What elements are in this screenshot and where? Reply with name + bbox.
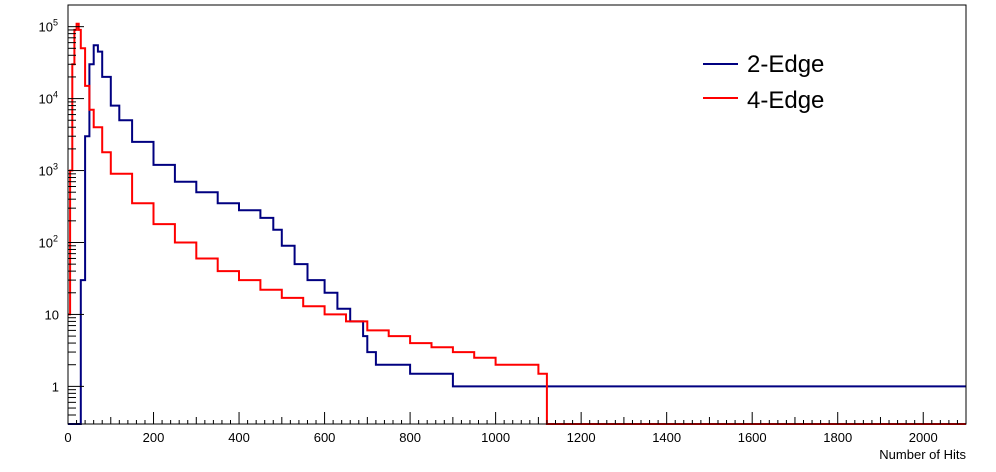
x-axis-title: Number of Hits bbox=[879, 447, 966, 462]
y-tick-label: 102 bbox=[39, 233, 58, 250]
x-tick-label: 0 bbox=[64, 430, 71, 445]
x-tick-label: 400 bbox=[228, 430, 250, 445]
y-tick-label: 1 bbox=[52, 379, 59, 394]
x-tick-label: 800 bbox=[399, 430, 421, 445]
y-tick-label: 105 bbox=[39, 18, 58, 35]
x-tick-label: 1800 bbox=[823, 430, 852, 445]
y-tick-exponent: 5 bbox=[53, 18, 58, 28]
legend: 2-Edge 4-Edge bbox=[703, 51, 824, 114]
y-axis: 1 10 102 103 104 105 bbox=[39, 4, 84, 425]
series-4-edge bbox=[68, 22, 966, 425]
y-tick-label: 103 bbox=[39, 162, 58, 179]
series-2-edge bbox=[68, 44, 966, 425]
legend-label-2-edge: 2-Edge bbox=[747, 51, 824, 78]
series-layer bbox=[68, 22, 966, 425]
x-tick-label: 600 bbox=[314, 430, 336, 445]
legend-label-4-edge: 4-Edge bbox=[747, 87, 824, 114]
plot-frame bbox=[67, 4, 967, 425]
x-tick-label: 200 bbox=[143, 430, 165, 445]
y-tick-label: 10 bbox=[45, 307, 59, 322]
y-tick-exponent: 4 bbox=[53, 90, 58, 100]
x-tick-label: 1400 bbox=[652, 430, 681, 445]
x-tick-label: 1000 bbox=[481, 430, 510, 445]
y-tick-exponent: 3 bbox=[53, 162, 58, 172]
x-tick-label: 1600 bbox=[738, 430, 767, 445]
y-tick-exponent: 2 bbox=[53, 233, 58, 243]
x-tick-label: 2000 bbox=[909, 430, 938, 445]
y-tick-label: 104 bbox=[39, 90, 58, 107]
x-tick-label: 1200 bbox=[567, 430, 596, 445]
x-axis: 0 200 400 600 800 1000 1200 1400 1600 1800 2000 bbox=[64, 412, 967, 445]
